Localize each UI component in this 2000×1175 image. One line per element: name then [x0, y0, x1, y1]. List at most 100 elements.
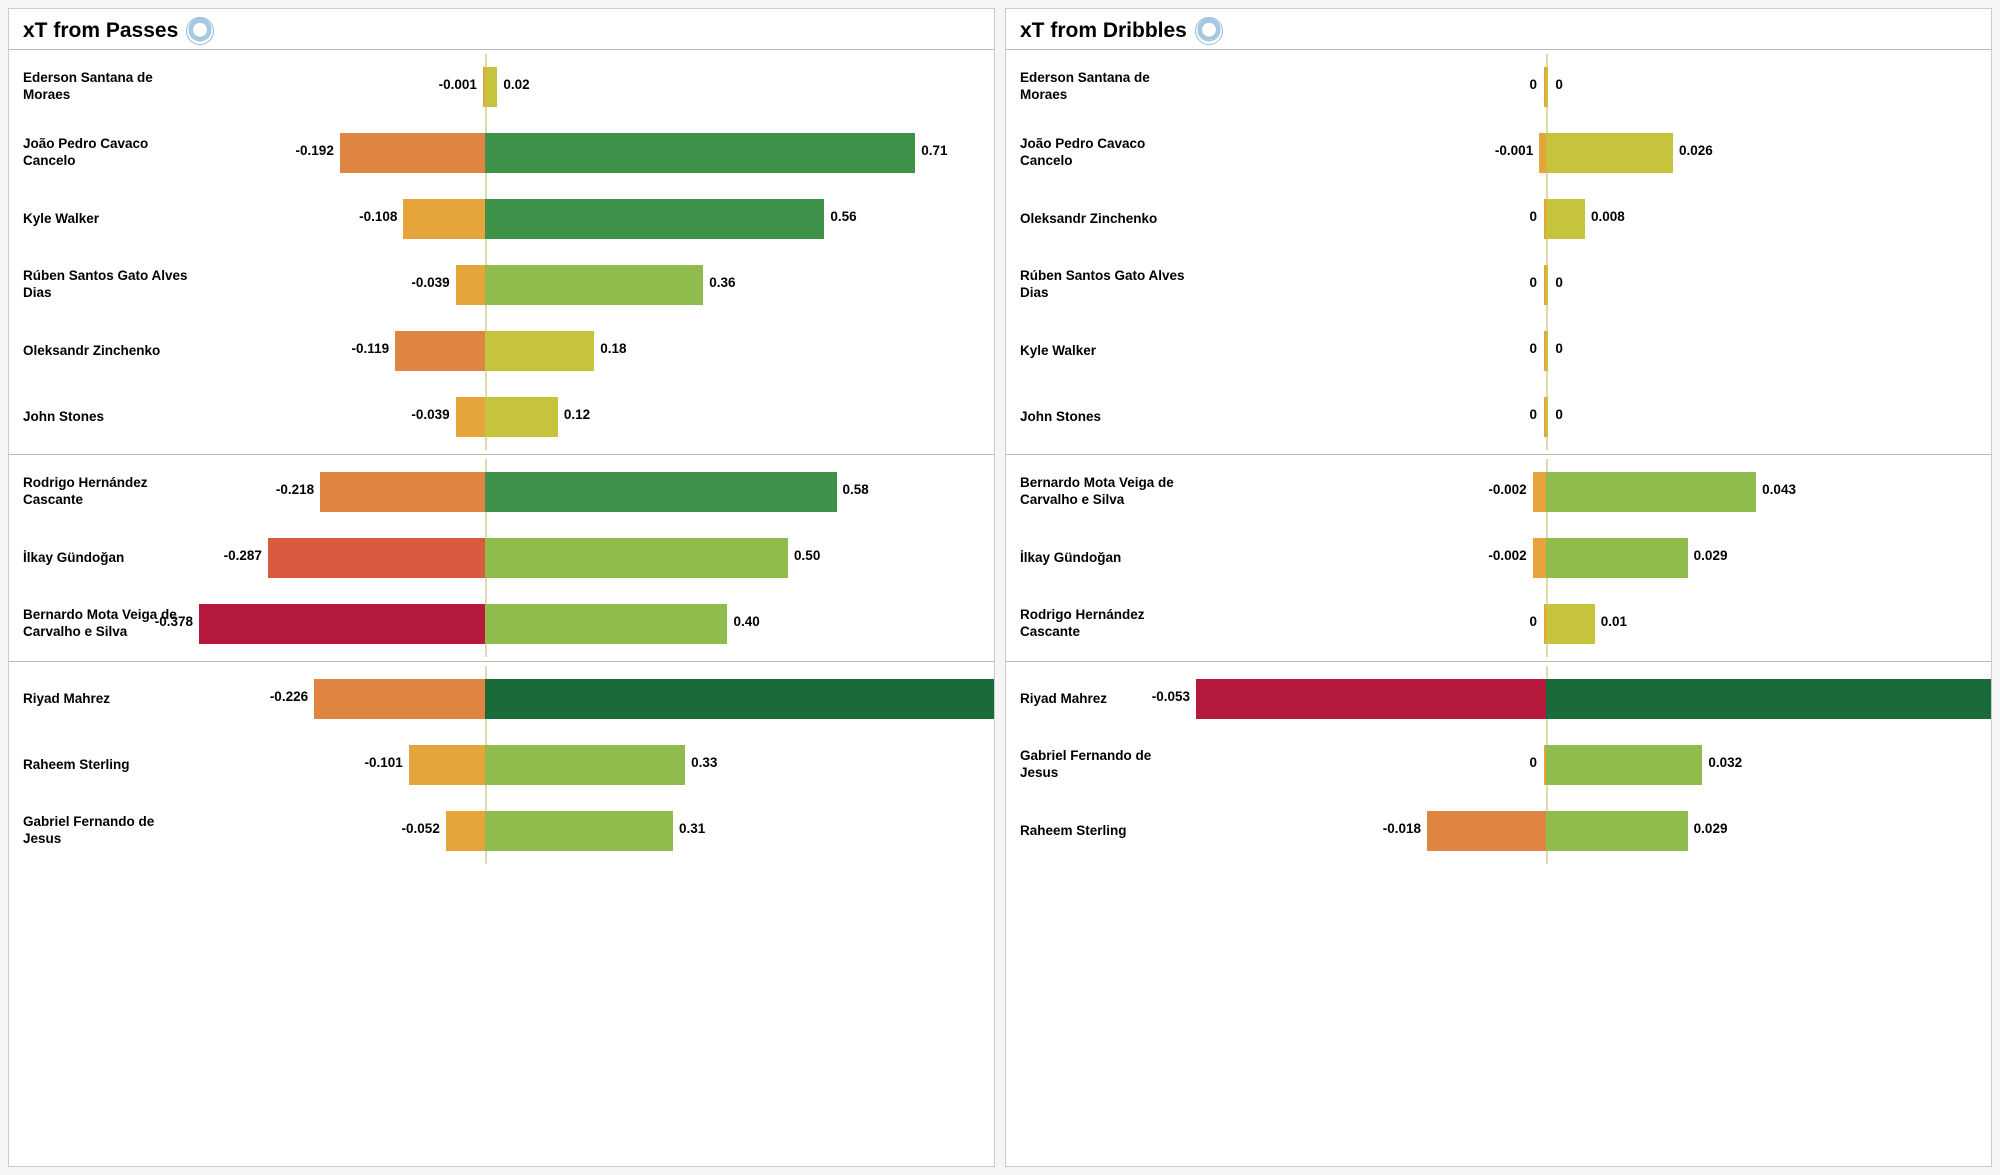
player-name: Bernardo Mota Veiga de Carvalho e Silva — [1006, 475, 1196, 509]
neg-bar — [395, 331, 485, 371]
player-row: Oleksandr Zinchenko00.008 — [1006, 186, 1991, 252]
pos-bar — [485, 133, 915, 173]
pos-bar — [1546, 133, 1673, 173]
neg-bar — [403, 199, 485, 239]
neg-value-label: -0.378 — [155, 614, 193, 629]
pos-zone: 0 — [1546, 318, 1991, 384]
bar-chart-row: -0.0530.091 — [1196, 666, 1991, 732]
bar-chart-row: -0.0020.029 — [1196, 525, 1991, 591]
bar-chart-row: -0.0010.02 — [199, 54, 994, 120]
player-row: John Stones-0.0390.12 — [9, 384, 994, 450]
neg-bar — [446, 811, 485, 851]
pos-value-label: 0.71 — [921, 143, 947, 158]
neg-zone: -0.218 — [199, 459, 485, 525]
team-badge-icon — [186, 17, 214, 45]
pos-value-label: 0.33 — [691, 755, 717, 770]
neg-zone: -0.119 — [199, 318, 485, 384]
pos-bar — [485, 679, 994, 719]
pos-zone: 0.008 — [1546, 186, 1991, 252]
pos-zone: 0.56 — [485, 186, 994, 252]
bar-chart-row: 0 0.032 — [1196, 732, 1991, 798]
player-row: Oleksandr Zinchenko-0.1190.18 — [9, 318, 994, 384]
pos-zone: 0.02 — [485, 54, 994, 120]
player-name: Rodrigo Hernández Cascante — [9, 475, 199, 509]
panel-title: xT from Dribbles — [1020, 19, 1187, 43]
pos-zone: 0.40 — [485, 591, 994, 657]
neg-zone: -0.001 — [1196, 120, 1546, 186]
neg-value-label: -0.101 — [364, 755, 402, 770]
neg-zone: -0.192 — [199, 120, 485, 186]
neg-bar — [320, 472, 485, 512]
pos-value-label: 0.18 — [600, 341, 626, 356]
pos-zone: 0.58 — [485, 459, 994, 525]
neg-zone: 0 — [1196, 54, 1546, 120]
pos-value-label: 0 — [1555, 275, 1563, 290]
player-row: Bernardo Mota Veiga de Carvalho e Silva-… — [9, 591, 994, 657]
player-name: Riyad Mahrez — [9, 691, 199, 708]
bar-chart-row: 00 — [1196, 54, 1991, 120]
player-name: Kyle Walker — [9, 211, 199, 228]
pos-bar — [1546, 265, 1548, 305]
bar-chart-row: -0.2870.50 — [199, 525, 994, 591]
neg-zone: 0 — [1196, 318, 1546, 384]
pos-bar — [1546, 67, 1548, 107]
pos-zone: 0.01 — [1546, 591, 1991, 657]
pos-zone: 0.032 — [1546, 732, 1991, 798]
neg-bar — [199, 604, 485, 644]
neg-zone: -0.002 — [1196, 525, 1546, 591]
pos-zone: 0.31 — [485, 798, 994, 864]
neg-zone: -0.378 — [199, 591, 485, 657]
player-row: Gabriel Fernando de Jesus-0.0520.31 — [9, 798, 994, 864]
neg-value-label: -0.226 — [270, 689, 308, 704]
player-row: Ederson Santana de Moraes-0.0010.02 — [9, 54, 994, 120]
chart-panel: xT from DribblesEderson Santana de Morae… — [1005, 8, 1992, 1167]
player-row: Bernardo Mota Veiga de Carvalho e Silva -… — [1006, 459, 1991, 525]
pos-value-label: 0.029 — [1694, 821, 1728, 836]
bar-chart-row: -0.2260.84 — [199, 666, 994, 732]
player-row: Rodrigo Hernández Cascante00.01 — [1006, 591, 1991, 657]
pos-bar — [485, 604, 727, 644]
neg-value-label: -0.218 — [276, 482, 314, 497]
bar-chart-row: -0.018 0.029 — [1196, 798, 1991, 864]
pos-bar — [485, 472, 836, 512]
player-row: İlkay Gündoğan-0.0020.029 — [1006, 525, 1991, 591]
pos-zone: 0.026 — [1546, 120, 1991, 186]
neg-value-label: 0 — [1529, 77, 1537, 92]
player-name: Rúben Santos Gato Alves Dias — [1006, 268, 1196, 302]
player-name: İlkay Gündoğan — [1006, 550, 1196, 567]
neg-bar — [1539, 133, 1546, 173]
pos-value-label: 0.36 — [709, 275, 735, 290]
neg-value-label: -0.018 — [1383, 821, 1421, 836]
neg-zone: -0.002 — [1196, 459, 1546, 525]
neg-value-label: -0.039 — [411, 275, 449, 290]
neg-zone: -0.108 — [199, 186, 485, 252]
pos-bar — [485, 199, 824, 239]
pos-bar — [1546, 679, 1991, 719]
bar-chart-row: 00.008 — [1196, 186, 1991, 252]
neg-value-label: -0.287 — [224, 548, 262, 563]
bar-chart-row: -0.119 0.18 — [199, 318, 994, 384]
player-row: Ederson Santana de Moraes00 — [1006, 54, 1991, 120]
pos-zone: 0.029 — [1546, 525, 1991, 591]
neg-bar — [456, 265, 486, 305]
neg-value-label: 0 — [1529, 614, 1537, 629]
player-group: Ederson Santana de Moraes-0.0010.02João … — [9, 49, 994, 454]
neg-value-label: 0 — [1529, 755, 1537, 770]
player-name: İlkay Gündoğan — [9, 550, 199, 567]
pos-bar — [1546, 538, 1688, 578]
bar-chart-row: -0.0520.31 — [199, 798, 994, 864]
pos-value-label: 0.032 — [1708, 755, 1742, 770]
player-group: Riyad Mahrez-0.2260.84Raheem Sterling-0.… — [9, 661, 994, 868]
neg-zone: -0.287 — [199, 525, 485, 591]
neg-value-label: 0 — [1529, 407, 1537, 422]
player-row: Raheem Sterling-0.0180.029 — [1006, 798, 1991, 864]
neg-value-label: -0.192 — [296, 143, 334, 158]
neg-value-label: -0.002 — [1488, 482, 1526, 497]
pos-zone: 0.12 — [485, 384, 994, 450]
bar-chart-row: -0.0010.026 — [1196, 120, 1991, 186]
pos-bar — [1546, 397, 1548, 437]
neg-value-label: 0 — [1529, 275, 1537, 290]
pos-value-label: 0 — [1555, 341, 1563, 356]
bar-chart-row: -0.218 0.58 — [199, 459, 994, 525]
pos-value-label: 0 — [1555, 77, 1563, 92]
